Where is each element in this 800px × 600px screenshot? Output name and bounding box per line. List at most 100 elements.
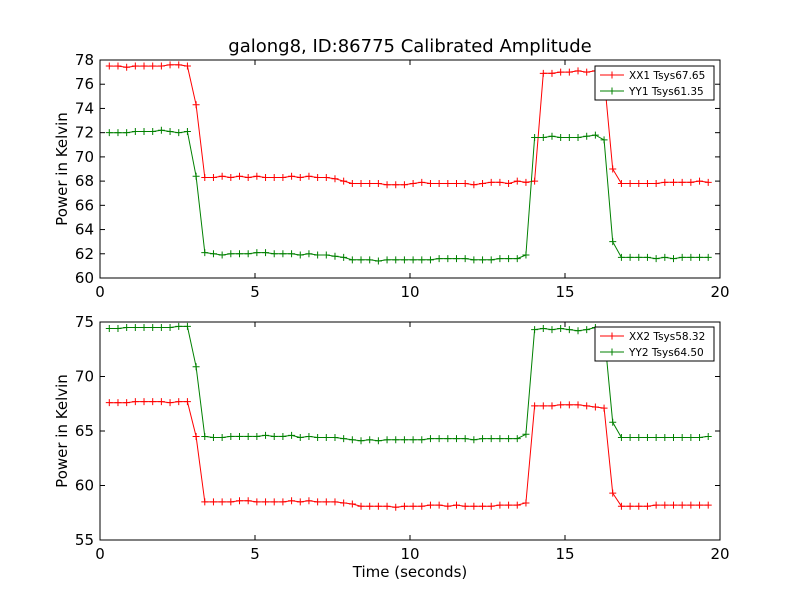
data-point — [635, 253, 643, 261]
data-point — [331, 498, 339, 506]
data-point — [201, 432, 209, 440]
data-point — [505, 435, 513, 443]
data-point — [340, 435, 348, 443]
data-point — [123, 129, 131, 137]
data-point — [374, 437, 382, 445]
data-point — [444, 180, 452, 188]
y-tick-label: 76 — [75, 75, 94, 93]
data-point — [626, 434, 634, 442]
y-tick-label: 66 — [75, 196, 94, 214]
data-point — [574, 67, 582, 75]
data-point — [704, 432, 712, 440]
data-point — [513, 501, 521, 509]
data-point — [305, 497, 313, 505]
series-line — [109, 129, 709, 262]
y-tick-label: 75 — [75, 313, 94, 331]
data-point — [288, 172, 296, 180]
data-point — [105, 399, 113, 407]
data-point — [357, 502, 365, 510]
legend: XX2 Tsys58.32 YY2 Tsys64.50 — [594, 326, 715, 362]
data-point — [600, 136, 608, 144]
data-point — [583, 402, 591, 410]
legend-entry: XX2 Tsys58.32 — [629, 331, 705, 343]
data-point — [392, 256, 400, 264]
data-point — [496, 501, 504, 509]
data-point — [453, 255, 460, 263]
data-point — [114, 62, 122, 70]
series-2-2 — [105, 322, 712, 445]
data-point — [678, 253, 686, 261]
data-point — [409, 180, 417, 188]
y-tick-label: 55 — [75, 531, 94, 549]
data-point — [296, 251, 304, 259]
data-point — [279, 432, 287, 440]
data-point — [400, 256, 408, 264]
data-point — [131, 323, 139, 331]
y-tick-label: 65 — [75, 422, 94, 440]
data-point — [565, 68, 573, 76]
data-point — [539, 402, 547, 410]
data-point — [444, 255, 452, 263]
data-point — [444, 435, 452, 443]
data-point — [201, 249, 209, 257]
data-point — [496, 435, 504, 443]
data-point — [149, 323, 157, 331]
bottom-panel: 0 5 10 15 20 55 60 65 70 75 Power in Kelvin XX2 Tsy… — [53, 313, 730, 563]
data-point — [331, 175, 339, 183]
data-point — [409, 256, 417, 264]
data-point — [166, 399, 174, 407]
data-point — [583, 68, 591, 76]
data-point — [444, 502, 452, 510]
data-point — [487, 178, 495, 186]
legend-marker — [609, 348, 615, 356]
y-tick-label: 70 — [75, 148, 94, 166]
data-point — [331, 252, 339, 260]
figure-title: galong8, ID:86775 Calibrated Amplitude — [228, 36, 591, 57]
data-point — [227, 498, 235, 506]
data-point — [114, 399, 122, 407]
data-point — [678, 178, 686, 186]
data-point — [557, 325, 565, 333]
data-point — [531, 177, 539, 185]
data-point — [166, 61, 174, 69]
data-point — [105, 325, 113, 333]
data-point — [652, 434, 660, 442]
data-point — [583, 326, 591, 334]
data-point — [348, 436, 356, 444]
data-point — [227, 173, 235, 181]
data-point — [704, 253, 712, 261]
data-point — [635, 502, 643, 510]
data-point — [131, 398, 139, 406]
data-point — [123, 63, 131, 71]
data-point — [461, 255, 469, 263]
data-point — [262, 173, 270, 181]
data-point — [539, 134, 547, 142]
legend-marker — [609, 87, 615, 95]
data-point — [209, 498, 217, 506]
data-point — [392, 181, 400, 189]
data-point — [487, 502, 495, 510]
data-point — [279, 173, 287, 181]
data-point — [348, 500, 356, 508]
data-point — [591, 131, 599, 139]
data-point — [670, 178, 677, 186]
data-point — [253, 172, 261, 180]
data-point — [262, 498, 270, 506]
data-point — [209, 434, 217, 442]
data-point — [418, 178, 426, 186]
data-point — [105, 129, 113, 137]
legend: XX1 Tsys67.65 YY1 Tsys61.35 — [594, 65, 715, 101]
data-point — [314, 173, 322, 181]
data-point — [166, 127, 174, 135]
data-point — [687, 501, 695, 509]
data-point — [201, 498, 209, 506]
data-point — [626, 180, 634, 188]
data-point — [288, 497, 296, 505]
data-point — [565, 134, 573, 142]
data-point — [114, 325, 122, 333]
x-tick-label: 10 — [400, 545, 419, 563]
data-point — [383, 256, 391, 264]
data-point — [400, 181, 408, 189]
data-point — [270, 432, 278, 440]
data-point — [670, 501, 677, 509]
